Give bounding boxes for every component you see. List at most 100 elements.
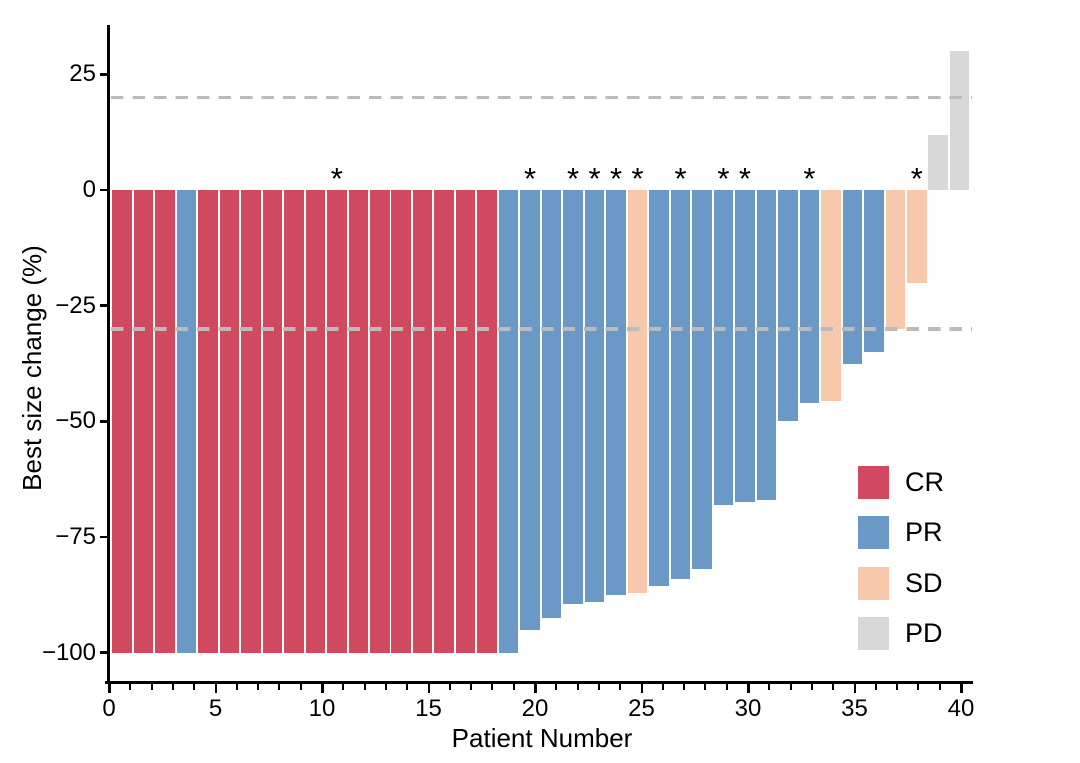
bar-patient-36-PR xyxy=(864,190,884,352)
bar-patient-15-CR xyxy=(412,190,433,653)
legend-row-CR: CR xyxy=(858,466,944,499)
asterisk-annotation-patient-27: * xyxy=(674,161,687,196)
x-minor-tick-31 xyxy=(768,683,771,690)
x-minor-tick-36 xyxy=(874,683,877,690)
legend: CR PR SD PD xyxy=(858,466,1018,656)
x-tick-label-20: 20 xyxy=(521,695,549,722)
legend-swatch-PR xyxy=(858,516,889,550)
x-major-tick-30 xyxy=(747,683,750,693)
bar-patient-11-CR xyxy=(327,190,347,653)
bar-patient-9-CR xyxy=(284,190,304,653)
x-major-tick-10 xyxy=(321,683,324,693)
x-tick-label-10: 10 xyxy=(308,695,336,722)
y-tick-label-0: 25 xyxy=(69,60,96,88)
y-tick-−75 xyxy=(100,535,109,539)
bar-patient-20-PR xyxy=(520,190,540,630)
x-minor-tick-34 xyxy=(832,683,835,690)
x-major-tick-25 xyxy=(640,683,643,693)
bar-patient-6-CR xyxy=(219,190,240,653)
bar-patient-39-PD xyxy=(928,134,948,190)
legend-swatch-PD xyxy=(858,616,889,650)
x-minor-tick-12 xyxy=(363,683,366,690)
y-tick-25 xyxy=(100,73,109,76)
legend-label-PR: PR xyxy=(905,517,943,548)
legend-swatch-SD xyxy=(858,566,889,600)
x-major-tick-5 xyxy=(214,683,217,693)
bar-patient-2-CR xyxy=(133,190,154,653)
asterisk-annotation-patient-25: * xyxy=(631,161,644,196)
bar-patient-4-PR xyxy=(176,190,197,653)
bar-patient-10-CR xyxy=(305,190,326,653)
asterisk-annotation-patient-11: * xyxy=(330,161,343,196)
x-minor-tick-21 xyxy=(555,683,558,690)
bar-patient-22-PR xyxy=(563,190,583,605)
legend-label-SD: SD xyxy=(905,567,943,598)
x-major-tick-0 xyxy=(108,683,111,693)
bar-patient-25-SD xyxy=(627,190,648,593)
x-tick-label-30: 30 xyxy=(734,695,762,722)
legend-label-PD: PD xyxy=(905,617,943,648)
x-minor-tick-22 xyxy=(576,683,579,690)
x-axis-line xyxy=(105,681,973,684)
x-tick-label-15: 15 xyxy=(415,695,442,722)
y-tick-0 xyxy=(100,188,109,192)
x-minor-tick-16 xyxy=(448,683,451,690)
bar-patient-18-CR xyxy=(477,190,497,653)
asterisk-annotation-patient-38: * xyxy=(910,161,923,196)
x-minor-tick-26 xyxy=(661,683,664,690)
x-minor-tick-14 xyxy=(406,683,409,690)
x-minor-tick-18 xyxy=(491,683,494,690)
x-minor-tick-1 xyxy=(129,683,132,690)
y-axis-line xyxy=(107,25,110,683)
x-minor-tick-28 xyxy=(704,683,707,690)
legend-row-SD: SD xyxy=(858,566,943,600)
bar-patient-33-PR xyxy=(799,190,820,403)
x-minor-tick-4 xyxy=(193,683,196,690)
y-axis-title: Best size change (%) xyxy=(17,245,47,491)
x-minor-tick-23 xyxy=(597,683,600,690)
x-minor-tick-32 xyxy=(789,683,792,690)
y-tick-−100 xyxy=(100,651,109,654)
x-major-tick-20 xyxy=(534,683,537,693)
asterisk-annotation-patient-22: * xyxy=(567,161,580,196)
reference-line-20 xyxy=(111,95,972,100)
bar-patient-7-CR xyxy=(241,190,261,653)
x-major-tick-35 xyxy=(853,683,856,693)
bar-patient-31-PR xyxy=(756,190,777,500)
bar-patient-3-CR xyxy=(155,190,175,653)
asterisk-annotation-patient-29: * xyxy=(717,161,730,196)
bar-patient-37-SD xyxy=(885,190,906,329)
bar-patient-27-PR xyxy=(670,190,691,579)
y-tick-−25 xyxy=(100,304,109,307)
bar-patient-28-PR xyxy=(692,190,712,570)
x-minor-tick-29 xyxy=(725,683,728,690)
asterisk-annotation-patient-24: * xyxy=(609,161,623,196)
legend-label-CR: CR xyxy=(905,467,944,497)
asterisk-annotation-patient-20: * xyxy=(524,161,537,196)
bar-patient-29-PR xyxy=(713,190,734,505)
asterisk-annotation-patient-30: * xyxy=(738,161,751,196)
x-minor-tick-39 xyxy=(938,683,941,690)
x-axis-title: Patient Number xyxy=(451,723,633,753)
y-tick-−50 xyxy=(100,420,109,423)
x-minor-tick-8 xyxy=(278,683,281,690)
reference-line--30 xyxy=(111,327,972,331)
x-minor-tick-2 xyxy=(150,683,153,690)
y-tick-label-5: −100 xyxy=(41,638,96,666)
x-minor-tick-38 xyxy=(917,683,920,690)
bar-patient-19-PR xyxy=(498,190,519,653)
asterisk-annotation-patient-23: * xyxy=(588,161,601,196)
y-tick-label-1: 0 xyxy=(82,176,96,203)
x-minor-tick-33 xyxy=(810,683,813,690)
x-major-tick-40 xyxy=(960,683,963,693)
x-minor-tick-7 xyxy=(257,683,260,690)
y-tick-label-3: −50 xyxy=(55,407,96,435)
x-minor-tick-6 xyxy=(235,683,238,690)
bar-patient-35-PR xyxy=(842,190,863,364)
bar-patient-40-PD xyxy=(949,51,970,190)
bar-patient-38-SD xyxy=(907,190,927,283)
x-minor-tick-11 xyxy=(342,683,345,690)
x-major-tick-15 xyxy=(427,683,430,693)
legend-swatch-CR xyxy=(858,466,889,499)
